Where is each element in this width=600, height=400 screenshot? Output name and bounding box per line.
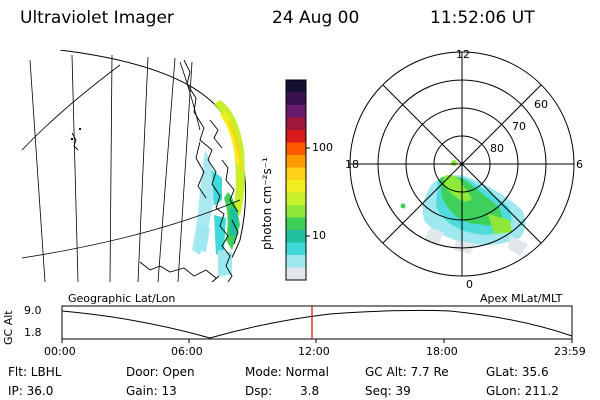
mode-info: Mode: Normal <box>245 365 329 379</box>
dsp-value: 3.8 <box>300 384 320 398</box>
colorbar-segment <box>286 105 306 118</box>
gc-alt-info: GC Alt: 7.7 Re <box>365 365 449 379</box>
aurora-map-emission <box>192 100 245 276</box>
polar-plot <box>349 51 575 277</box>
timeline-panel <box>61 305 573 343</box>
colorbar-segment <box>286 155 306 168</box>
mlat-label-70: 70 <box>512 120 526 133</box>
colorbar-segment <box>286 80 306 93</box>
filter-info: Flt: LBHL <box>8 365 62 379</box>
y-tick-9: 9.0 <box>24 304 42 317</box>
x-label-1800: 18:00 <box>426 345 458 358</box>
mlt-label-12: 12 <box>456 48 470 61</box>
colorbar-segment <box>286 242 306 256</box>
gc-alt-axis-title: GC Alt <box>2 310 15 345</box>
x-label-1200: 12:00 <box>298 345 330 358</box>
colorbar-segment <box>286 217 306 231</box>
mlt-label-6: 6 <box>576 158 583 171</box>
polar-grid <box>349 51 575 277</box>
geographic-map <box>22 50 247 282</box>
apex-label: Apex MLat/MLT <box>480 292 563 305</box>
altitude-curve <box>61 309 573 339</box>
mlt-label-18: 18 <box>345 158 359 171</box>
timeline-frame <box>61 305 573 340</box>
mlt-label-0: 0 <box>466 278 473 291</box>
colorbar-label-10: 10 <box>312 229 326 242</box>
colorbar <box>286 80 306 281</box>
date-label: 24 Aug 00 <box>272 8 360 28</box>
colorbar-segment <box>286 205 306 218</box>
colorbar-segment <box>286 130 306 143</box>
colorbar-segment <box>286 180 306 193</box>
colorbar-segment <box>286 117 306 131</box>
colorbar-unit-label: photon cm⁻²s⁻¹ <box>260 157 274 250</box>
colorbar-frame <box>285 79 307 281</box>
colorbar-segment <box>286 267 306 281</box>
colorbar-segment <box>286 167 306 181</box>
glat-info: GLat: 35.6 <box>486 365 549 379</box>
colorbar-segment <box>286 230 306 243</box>
time-label: 11:52:06 UT <box>430 8 535 28</box>
ip-info: IP: 36.0 <box>8 384 54 398</box>
coastlines <box>71 59 239 282</box>
colorbar-segment <box>286 92 306 106</box>
colorbar-segment <box>286 255 306 268</box>
mlat-label-60: 60 <box>534 98 548 111</box>
glon-info: GLon: 211.2 <box>486 384 559 398</box>
colorbar-segment <box>286 192 306 206</box>
colorbar-segment <box>286 142 306 156</box>
y-tick-1-8: 1.8 <box>24 326 42 339</box>
x-label-0600: 06:00 <box>171 345 203 358</box>
dsp-label: Dsp: <box>245 384 273 398</box>
x-label-2359: 23:59 <box>554 345 586 358</box>
aurora-polar-emission <box>400 160 528 256</box>
gain-info: Gain: 13 <box>126 384 177 398</box>
instrument-title: Ultraviolet Imager <box>20 8 174 28</box>
mlat-label-80: 80 <box>490 142 504 155</box>
seq-info: Seq: 39 <box>365 384 411 398</box>
geographic-label: Geographic Lat/Lon <box>68 292 176 305</box>
colorbar-label-100: 100 <box>312 141 333 154</box>
x-label-0000: 00:00 <box>44 345 76 358</box>
map-grid <box>22 54 241 282</box>
door-info: Door: Open <box>126 365 195 379</box>
